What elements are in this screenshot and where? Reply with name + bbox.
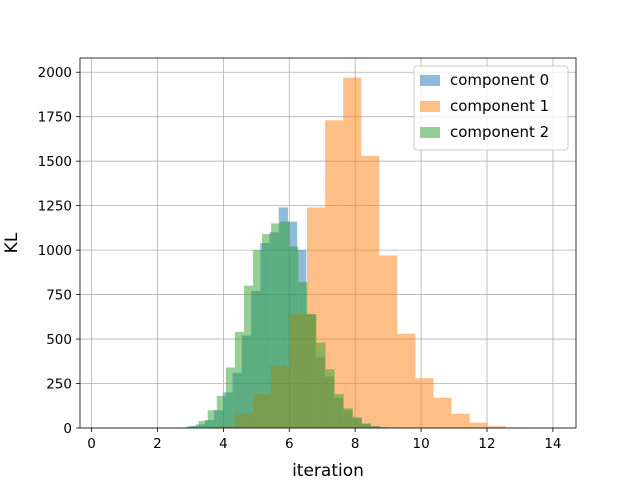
plot-frame xyxy=(79,57,577,429)
y-tick-label: 500 xyxy=(46,332,72,348)
histogram-bar-component-2 xyxy=(234,331,244,428)
legend-swatch xyxy=(420,127,440,138)
histogram-bar-component-2 xyxy=(343,408,353,428)
histogram-bar-component-1 xyxy=(397,333,416,428)
histogram-bar-component-2 xyxy=(361,423,371,428)
legend-swatch xyxy=(420,101,440,112)
histogram-bar-component-2 xyxy=(370,426,380,428)
histogram-bar-component-2 xyxy=(216,395,226,428)
y-tick-label: 250 xyxy=(46,377,72,393)
histogram-bar-component-2 xyxy=(253,250,263,428)
legend: component 0 component 1 component 2 xyxy=(413,65,569,151)
y-tick-label: 1250 xyxy=(38,199,72,215)
histogram-bar-component-2 xyxy=(225,367,235,428)
histogram-bars xyxy=(177,77,524,428)
y-tick-label: 1000 xyxy=(38,243,72,259)
legend-label: component 1 xyxy=(450,97,549,115)
x-tick-label: 14 xyxy=(544,436,561,452)
histogram-bar-component-1 xyxy=(451,413,470,428)
y-axis-label: KL xyxy=(2,232,22,253)
histogram-bar-component-2 xyxy=(271,223,281,428)
histogram-bar-component-2 xyxy=(352,417,362,428)
x-tick-label: 6 xyxy=(285,436,294,452)
y-tick-label: 1500 xyxy=(38,154,72,170)
histogram-bar-component-2 xyxy=(280,221,290,428)
x-tick-label: 10 xyxy=(413,436,430,452)
histogram-bar-component-1 xyxy=(469,422,488,428)
histogram-bar-component-2 xyxy=(289,246,299,428)
histogram-bar-component-2 xyxy=(307,314,317,428)
histogram-bar-component-2 xyxy=(334,394,344,428)
y-tick-label: 2000 xyxy=(38,65,72,81)
histogram-bar-component-2 xyxy=(189,425,199,428)
histogram-bar-component-1 xyxy=(433,397,452,428)
legend-label: component 2 xyxy=(450,123,549,141)
histogram-bar-component-2 xyxy=(298,282,308,428)
legend-label: component 0 xyxy=(450,71,549,89)
x-axis-label: iteration xyxy=(292,461,364,480)
histogram-bar-component-1 xyxy=(361,155,380,428)
histogram-bar-component-1 xyxy=(379,255,398,428)
histogram-bar-component-2 xyxy=(243,285,254,428)
histogram-bar-component-1 xyxy=(343,77,362,428)
x-tick-label: 0 xyxy=(87,436,96,452)
y-tick-label: 750 xyxy=(46,288,72,304)
legend-box xyxy=(413,65,569,151)
x-tick-label: 4 xyxy=(219,436,228,452)
legend-swatch xyxy=(420,75,440,86)
histogram-bar-component-1 xyxy=(325,120,344,428)
histogram-bar-component-1 xyxy=(487,426,506,428)
x-tick-label: 12 xyxy=(478,436,495,452)
x-tick-label: 8 xyxy=(351,436,360,452)
histogram-bar-component-2 xyxy=(325,369,335,428)
histogram-bar-component-2 xyxy=(316,342,326,428)
histogram-bar-component-2 xyxy=(207,410,217,428)
x-tick-label: 2 xyxy=(153,436,162,452)
histogram-bar-component-2 xyxy=(198,420,208,428)
y-tick-label: 0 xyxy=(63,421,72,437)
y-tick-label: 1750 xyxy=(38,110,72,126)
axis-ticks: 0 2 4 6 8 10 12 14 0 250 500 750 1000 1250 1500 1750 200… xyxy=(38,65,562,452)
histogram-bar-component-1 xyxy=(415,378,434,428)
histogram-bar-component-2 xyxy=(262,234,272,428)
